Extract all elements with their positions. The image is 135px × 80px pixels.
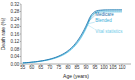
y-tick [20,49,21,50]
y-tick [20,26,21,27]
y-tick [20,56,21,57]
y-tick-label: 0.20 [10,24,19,29]
y-axis-label: Death rate (%) [0,17,6,50]
y-axis [21,4,22,64]
y-tick [20,4,21,5]
x-tick-label: 110 [118,65,126,70]
series-label: Medicare [95,12,114,17]
series-line [23,10,122,63]
x-tick-label: 80 [65,65,71,70]
x-tick-label: 75 [56,65,62,70]
x-tick-label: 60 [29,65,35,70]
x-tick-label: 90 [83,65,89,70]
y-tick-label: 0.16 [10,32,19,37]
x-tick-label: 55 [20,65,26,70]
series-line [23,10,122,63]
y-tick [20,11,21,12]
label-leader [88,22,95,24]
y-tick-label: 0.00 [10,62,19,67]
series-label: Vital statistics [95,29,123,34]
y-tick-label: 0.08 [10,47,19,52]
x-tick-label: 70 [47,65,53,70]
y-tick-label: 0.32 [10,2,19,7]
x-tick-label: 105 [109,65,117,70]
series-line [23,12,122,63]
y-tick [20,41,21,42]
x-tick-label: 100 [100,65,108,70]
x-tick-label: 65 [38,65,44,70]
y-tick-label: 0.04 [10,54,19,59]
label-leader [88,25,95,29]
y-tick [20,34,21,35]
y-tick [20,19,21,20]
x-tick-label: 95 [92,65,98,70]
series-label: Blended [95,18,112,23]
x-tick-label: 85 [74,65,80,70]
plot-area [23,10,122,63]
chart: 0.00 0.04 0.08 0.12 0.16 0.20 0.24 0.28 0.32 5560… [0,0,135,80]
y-tick-label: 0.28 [10,9,19,14]
y-tick-label: 0.24 [10,17,19,22]
x-axis-label: Age (years) [63,73,89,79]
y-tick [20,64,21,65]
label-leader [88,16,95,23]
x-axis [21,64,131,65]
y-tick-label: 0.12 [10,39,19,44]
